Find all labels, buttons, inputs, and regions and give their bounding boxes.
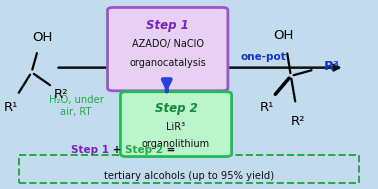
Text: =: =	[163, 145, 175, 155]
Text: one-pot: one-pot	[240, 52, 286, 62]
Text: H₂O, under
air, RT: H₂O, under air, RT	[49, 95, 104, 117]
Text: R²: R²	[291, 115, 305, 128]
Text: R¹: R¹	[260, 101, 274, 114]
Text: tertiary alcohols (up to 95% yield): tertiary alcohols (up to 95% yield)	[104, 171, 274, 181]
FancyBboxPatch shape	[107, 7, 228, 91]
Text: R²: R²	[54, 88, 68, 101]
Text: Step 2: Step 2	[125, 145, 163, 155]
Text: +: +	[109, 145, 125, 155]
Text: organocatalysis: organocatalysis	[129, 58, 206, 68]
Text: Step 1: Step 1	[71, 145, 109, 155]
Text: OH: OH	[33, 31, 53, 44]
Text: LiR³: LiR³	[166, 122, 186, 132]
Text: OH: OH	[273, 29, 294, 42]
FancyBboxPatch shape	[121, 92, 232, 156]
Text: Step 2: Step 2	[155, 102, 197, 115]
Text: R³: R³	[324, 60, 340, 73]
Text: Step 1: Step 1	[146, 19, 189, 32]
Text: AZADO/ NaClO: AZADO/ NaClO	[132, 39, 204, 49]
Text: organolithium: organolithium	[142, 139, 210, 149]
Text: R¹: R¹	[4, 101, 19, 114]
